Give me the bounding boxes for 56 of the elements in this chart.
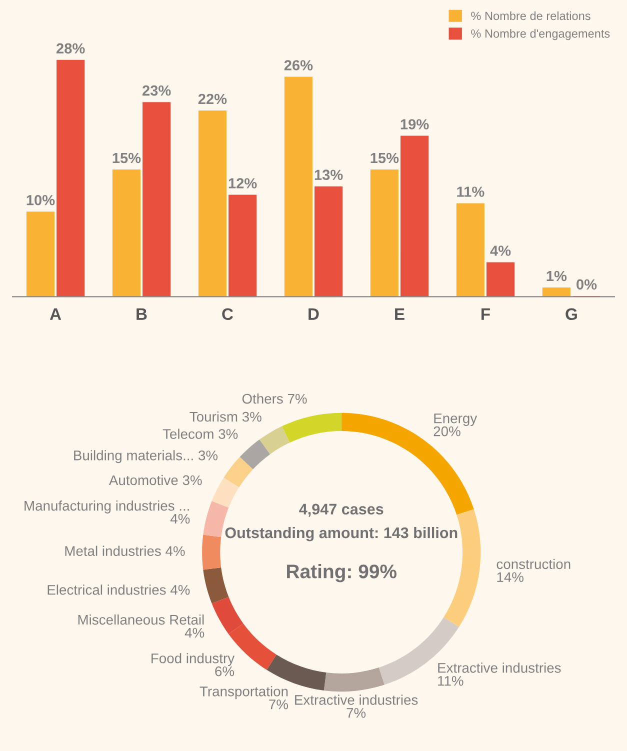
data-label: 11% [457,186,484,197]
x-tick-label: C [222,308,234,320]
slice-label: Extractive industries [438,662,561,673]
data-label: 10% [26,194,55,206]
slice-label: Manufacturing industries ... [24,500,189,514]
x-tick-label: B [136,308,147,320]
data-label: 4% [490,246,511,256]
data-label: 6% [215,666,234,676]
data-label: 22% [198,94,227,104]
data-label: 7% [346,708,366,718]
data-label: 14% [497,572,524,582]
legend-label: % Nombre d'engagements [471,29,610,40]
data-label: 4% [170,585,190,595]
slice-label: Telecom [162,428,214,439]
legend-label: % Nombre de relations [471,11,590,20]
x-tick-label: D [308,308,319,320]
data-label: 19% [400,119,429,130]
data-label: 3% [198,450,218,460]
data-label: 4% [184,628,204,638]
data-label: 26% [284,60,313,70]
x-tick-label: G [566,308,577,320]
data-label: 0% [576,279,597,290]
data-label: 4% [166,546,185,556]
x-tick-label: F [482,308,490,320]
data-label: 7% [288,394,307,404]
slice-label: Extractive industries [295,694,418,705]
slice-label: Metal industries [65,546,161,556]
slice-label: Building materials... [74,450,193,464]
data-label: 20% [434,426,460,436]
slice-label: Miscellaneous Retail [78,614,204,625]
data-label: 12% [228,178,257,188]
data-label: 15% [370,152,399,164]
x-tick-label: E [395,308,404,320]
data-label: 3% [218,429,238,439]
data-label: 13% [314,170,343,180]
slice-label: Others [242,393,283,404]
data-label: 28% [56,43,85,54]
x-tick-label: A [50,308,62,320]
text: 4,947 cases [299,504,384,517]
data-label: 3% [242,412,262,422]
slice-label: Automotive [108,474,178,486]
text: Outstanding amount: 143 billion [225,526,458,542]
slice-label: Energy [434,414,478,426]
data-label: 23% [142,85,171,96]
data-label: 15% [112,152,141,164]
data-label: 7% [269,700,288,710]
slice-label: Tourism [190,411,238,422]
slice-label: Food industry [152,653,235,666]
data-label: 1% [546,270,567,282]
slice-label: Electrical industries [48,584,166,595]
slice-label: construction [496,558,570,570]
slice-label: Transportation [200,686,288,700]
data-label: 3% [182,475,202,486]
text: Rating: 99% [287,564,396,582]
data-label: 4% [170,514,190,524]
data-label: 11% [438,676,464,686]
